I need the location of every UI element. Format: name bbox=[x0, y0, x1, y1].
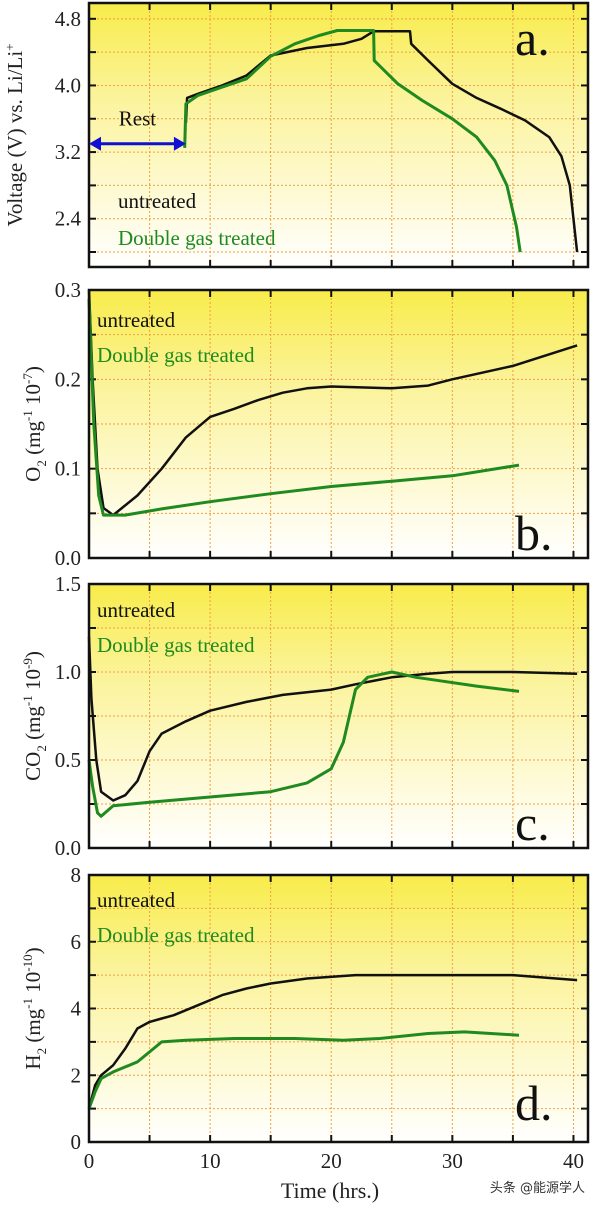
y-label-sup2: -7 bbox=[20, 373, 35, 384]
plot-frame bbox=[87, 1, 590, 269]
series-untreated bbox=[87, 973, 578, 1109]
legend-untreated: untreated bbox=[97, 308, 176, 332]
y-label-end: ) bbox=[21, 366, 45, 373]
y-tick-label: 4 bbox=[71, 997, 82, 1021]
legend-double-gas-treated: Double gas treated bbox=[97, 923, 255, 947]
legend-double-gas-treated: Double gas treated bbox=[118, 226, 276, 250]
y-tick-label: 0.1 bbox=[55, 457, 81, 481]
y-label-sup1: -1 bbox=[20, 695, 35, 706]
y-label-end: ) bbox=[21, 947, 45, 954]
series-untreated bbox=[184, 30, 579, 253]
y-label-mid: 10 bbox=[21, 669, 45, 695]
panel-a: 2.4 3.2 4.0 4.8 untreated Double gas treated a… bbox=[2, 1, 590, 269]
y-tick-label: 3.2 bbox=[55, 140, 81, 164]
panel-label: d. bbox=[515, 1075, 553, 1131]
watermark: 头条 @能源学人 bbox=[490, 1180, 585, 1196]
y-label-main: O bbox=[21, 467, 45, 482]
legend-double-gas-treated: Double gas treated bbox=[97, 343, 255, 367]
legend-double-gas-treated: Double gas treated bbox=[97, 633, 255, 657]
y-label-sup1: -1 bbox=[20, 410, 35, 421]
plot-frame bbox=[87, 288, 590, 560]
legend-untreated: untreated bbox=[97, 598, 176, 622]
panel-c: 0.0 0.5 1.0 1.5 untreated Double gas treated c… bbox=[20, 572, 590, 860]
series-double-gas-treated bbox=[87, 1030, 520, 1110]
series-untreated bbox=[87, 289, 578, 517]
x-tick-label: 10 bbox=[200, 1149, 221, 1173]
y-label-mid: 10 bbox=[21, 972, 45, 998]
y-tick-label: 4.8 bbox=[55, 7, 81, 31]
plot-frame bbox=[87, 873, 590, 1144]
y-label-sub: 2 bbox=[34, 460, 49, 467]
y-label-sup2: -9 bbox=[20, 658, 35, 669]
y-axis-label: Voltage (V) vs. Li/Li+ bbox=[2, 43, 27, 226]
y-label-sub: 2 bbox=[34, 745, 49, 752]
panel-label: c. bbox=[515, 795, 550, 851]
x-tick-label: 20 bbox=[321, 1149, 342, 1173]
x-tick-label: 0 bbox=[84, 1149, 95, 1173]
y-label-rest: (mg bbox=[21, 1008, 45, 1048]
y-tick-label: 1.0 bbox=[55, 660, 81, 684]
legend-untreated: untreated bbox=[118, 189, 197, 213]
x-axis-label: Time (hrs.) bbox=[281, 1178, 379, 1203]
y-label-mid: 10 bbox=[21, 384, 45, 410]
series-untreated bbox=[87, 636, 578, 802]
y-tick-label: 2.4 bbox=[55, 207, 82, 231]
y-tick-label: 6 bbox=[71, 930, 82, 954]
y-tick-label: 0.3 bbox=[55, 278, 81, 302]
y-label-sup2: -10 bbox=[20, 954, 35, 971]
y-label-sup1: -1 bbox=[20, 998, 35, 1009]
arrow-right-head-icon bbox=[173, 136, 186, 151]
y-axis-label: H2 (mg-1 10-10) bbox=[20, 947, 49, 1069]
y-label-main: Voltage (V) vs. Li/Li bbox=[3, 51, 27, 227]
y-tick-label: 0.5 bbox=[55, 748, 81, 772]
plot-background bbox=[89, 3, 588, 267]
series-double-gas-treated bbox=[87, 670, 520, 818]
y-label-rest: (mg bbox=[21, 706, 45, 746]
y-tick-label: 0.0 bbox=[55, 546, 81, 570]
y-tick-label: 0.2 bbox=[55, 367, 81, 391]
y-tick-label: 8 bbox=[71, 863, 82, 887]
y-axis-label: O2 (mg-1 10-7) bbox=[20, 366, 49, 482]
panel-label: a. bbox=[515, 10, 550, 66]
plot-frame bbox=[87, 582, 590, 850]
y-axis-label: CO2 (mg-1 10-9) bbox=[20, 651, 49, 781]
y-tick-label: 4.0 bbox=[55, 73, 81, 97]
series-double-gas-treated bbox=[87, 298, 520, 517]
y-label-sup: + bbox=[2, 43, 17, 50]
y-tick-label: 0.0 bbox=[55, 836, 81, 860]
y-label-main: CO bbox=[21, 752, 45, 781]
x-tick-label: 30 bbox=[442, 1149, 463, 1173]
panel-b: 0.0 0.1 0.2 0.3 untreated Double gas treated b… bbox=[20, 278, 590, 570]
arrow-left-head-icon bbox=[89, 136, 101, 151]
y-tick-label: 1.5 bbox=[55, 572, 81, 596]
x-tick-label: 40 bbox=[563, 1149, 584, 1173]
y-label-rest: (mg bbox=[21, 421, 45, 461]
y-tick-label: 0 bbox=[71, 1130, 82, 1154]
y-label-end: ) bbox=[21, 651, 45, 658]
y-label-sub: 2 bbox=[34, 1048, 49, 1055]
y-label-main: H bbox=[21, 1054, 45, 1069]
y-tick-label: 2 bbox=[71, 1063, 82, 1087]
rest-annotation: Rest bbox=[119, 107, 157, 131]
legend-untreated: untreated bbox=[97, 888, 176, 912]
series-double-gas-treated bbox=[183, 29, 522, 253]
panel-label: b. bbox=[515, 505, 553, 561]
